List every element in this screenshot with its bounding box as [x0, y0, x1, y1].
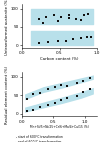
Point — [57, 20, 59, 22]
Point — [39, 105, 40, 108]
Point — [87, 13, 89, 15]
Point — [65, 40, 66, 42]
Polygon shape — [25, 88, 94, 113]
Point — [89, 88, 90, 90]
Point — [54, 86, 55, 88]
Point — [72, 38, 74, 41]
Y-axis label: Residual element content (%): Residual element content (%) — [5, 65, 9, 124]
Point — [26, 98, 28, 100]
Point — [60, 16, 62, 19]
Point — [39, 91, 40, 94]
Point — [53, 14, 54, 16]
Point — [82, 79, 84, 82]
Point — [66, 85, 68, 87]
X-axis label: Mn+Si/5+Ni/25+Cr/6+Mo/4+Cu/15 (%): Mn+Si/5+Ni/25+Cr/6+Mo/4+Cu/15 (%) — [30, 125, 89, 129]
Point — [38, 42, 39, 44]
Point — [60, 99, 62, 101]
Point — [57, 39, 59, 42]
Point — [32, 109, 34, 111]
Point — [60, 84, 62, 86]
Point — [83, 14, 84, 16]
Point — [75, 18, 77, 20]
Point — [86, 36, 87, 38]
Point — [42, 21, 44, 24]
X-axis label: Carbon content (%): Carbon content (%) — [40, 57, 79, 61]
Point — [47, 41, 49, 43]
Point — [80, 18, 81, 21]
Point — [47, 104, 49, 106]
Point — [68, 14, 69, 16]
Legend: start of 600°C transformation, end of 600°C transformation: start of 600°C transformation, end of 60… — [14, 135, 63, 142]
Point — [54, 102, 55, 104]
Y-axis label: Untransformed austenite (%): Untransformed austenite (%) — [5, 0, 9, 55]
Point — [68, 17, 69, 19]
Polygon shape — [25, 75, 94, 100]
Point — [47, 88, 49, 90]
Point — [89, 77, 90, 79]
Point — [32, 93, 34, 96]
Point — [45, 16, 47, 19]
Point — [26, 110, 28, 112]
Point — [90, 35, 92, 38]
Point — [76, 82, 78, 84]
Point — [76, 94, 78, 97]
Point — [80, 37, 81, 39]
Point — [66, 97, 68, 100]
Point — [38, 18, 39, 20]
Point — [82, 91, 84, 93]
